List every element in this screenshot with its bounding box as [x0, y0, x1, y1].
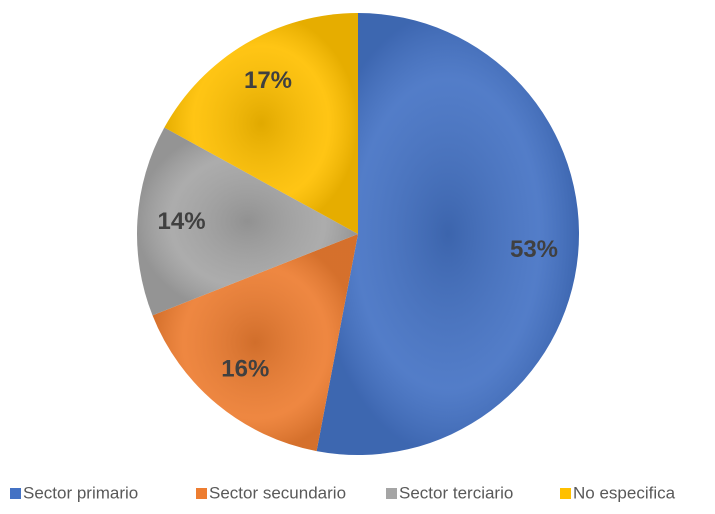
legend-label: Sector primario: [23, 483, 138, 502]
legend-swatch: [560, 488, 571, 499]
slice-shade: [164, 13, 358, 234]
legend-label: Sector secundario: [209, 483, 346, 502]
legend-label: No especifica: [573, 483, 676, 502]
legend-swatch: [196, 488, 207, 499]
legend-label: Sector terciario: [399, 483, 513, 502]
data-label: 16%: [221, 356, 269, 383]
data-label: 17%: [244, 67, 292, 94]
legend-swatch: [386, 488, 397, 499]
data-label: 53%: [510, 236, 558, 263]
slice-shade: [316, 13, 580, 455]
legend-swatch: [10, 488, 21, 499]
data-label: 14%: [158, 208, 206, 235]
slice-shade: [152, 234, 358, 452]
slice-shade: [137, 127, 358, 316]
